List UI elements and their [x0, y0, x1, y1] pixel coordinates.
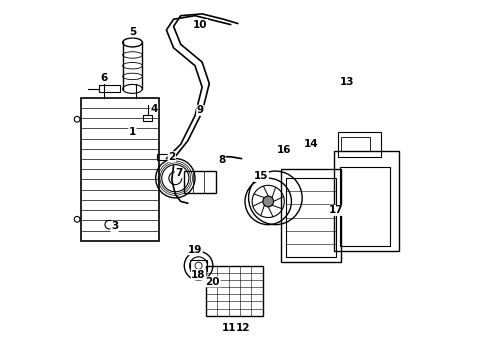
- Text: 16: 16: [277, 145, 292, 155]
- Text: 9: 9: [197, 105, 204, 115]
- Text: 15: 15: [254, 171, 269, 181]
- Text: 6: 6: [100, 73, 107, 83]
- Bar: [190, 260, 207, 271]
- Text: 8: 8: [218, 156, 225, 165]
- Bar: [281, 169, 342, 262]
- Text: 17: 17: [329, 205, 343, 215]
- Text: 4: 4: [150, 104, 158, 113]
- Text: 12: 12: [236, 323, 250, 333]
- Bar: [184, 171, 217, 193]
- Text: 14: 14: [304, 139, 318, 149]
- Bar: [338, 132, 381, 157]
- Bar: [157, 154, 168, 160]
- Text: 19: 19: [188, 245, 202, 255]
- Bar: [342, 137, 370, 152]
- Bar: [143, 114, 152, 121]
- Bar: [340, 167, 390, 246]
- Bar: [206, 266, 263, 316]
- Circle shape: [263, 196, 273, 207]
- Text: 7: 7: [175, 168, 183, 178]
- Bar: [286, 178, 336, 257]
- Bar: [98, 85, 120, 93]
- Bar: [334, 152, 398, 251]
- Bar: [81, 98, 159, 241]
- Text: 2: 2: [168, 152, 175, 162]
- Text: 5: 5: [129, 27, 136, 37]
- Text: 18: 18: [191, 270, 206, 280]
- Text: 11: 11: [221, 323, 236, 333]
- Text: 13: 13: [340, 77, 354, 87]
- Text: 10: 10: [193, 19, 208, 30]
- Text: 3: 3: [111, 221, 118, 231]
- Text: 20: 20: [206, 277, 220, 287]
- Text: 1: 1: [129, 127, 136, 137]
